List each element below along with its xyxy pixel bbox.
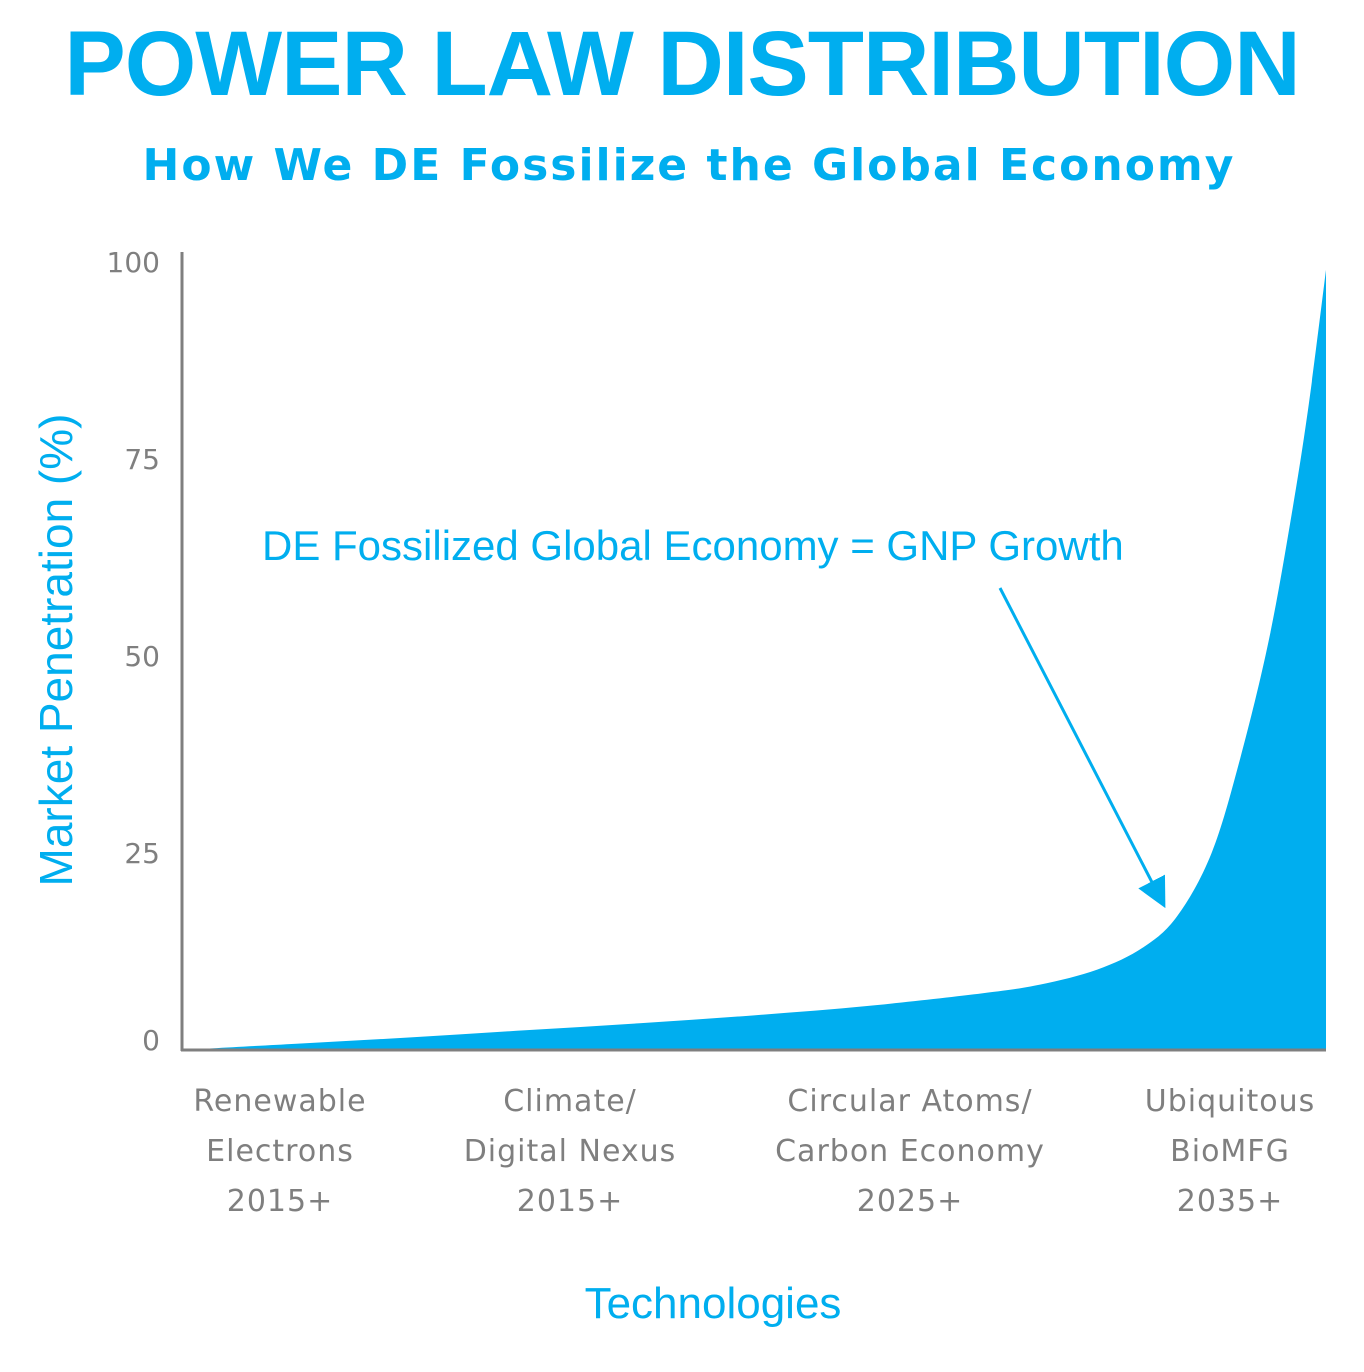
x-category-line: 2035+	[1177, 1184, 1283, 1219]
x-category-line: Carbon Economy	[775, 1134, 1045, 1169]
x-category-line: 2015+	[517, 1184, 623, 1219]
x-category-line: BioMFG	[1170, 1134, 1290, 1169]
x-category-label: Renewable Electrons 2015+	[193, 1084, 366, 1219]
x-category-line: Renewable	[193, 1084, 366, 1119]
x-category-line: Ubiquitous	[1145, 1084, 1316, 1119]
x-category-label: Circular Atoms/Carbon Economy 2025+	[775, 1084, 1045, 1219]
x-category-label: Climate/Digital Nexus 2015+	[464, 1084, 677, 1219]
y-tick-label: 50	[124, 640, 160, 673]
y-tick-label: 25	[124, 837, 160, 870]
chart-title: POWER LAW DISTRIBUTION	[64, 13, 1300, 115]
x-category-line: Digital Nexus	[464, 1134, 677, 1169]
y-tick-label: 0	[142, 1024, 160, 1057]
chart-subtitle: How We DE Fossilize the Global Economy	[142, 140, 1236, 191]
annotation-arrow	[998, 587, 1166, 909]
x-category-line: Electrons	[206, 1134, 354, 1169]
area-series	[182, 269, 1326, 1050]
y-tick-label: 75	[124, 443, 160, 476]
x-category-line: 2015+	[227, 1184, 333, 1219]
x-category-line: Circular Atoms/	[787, 1084, 1032, 1119]
x-category-line: Climate/	[503, 1084, 637, 1119]
y-tick-label: 100	[107, 246, 160, 279]
annotation-label: DE Fossilized Global Economy = GNP Growt…	[262, 522, 1124, 569]
x-category-label: Ubiquitous BioMFG 2035+	[1145, 1084, 1316, 1219]
x-category-line: 2025+	[857, 1184, 963, 1219]
y-axis-label: Market Penetration (%)	[30, 414, 82, 887]
x-axis-label: Technologies	[585, 1279, 842, 1328]
